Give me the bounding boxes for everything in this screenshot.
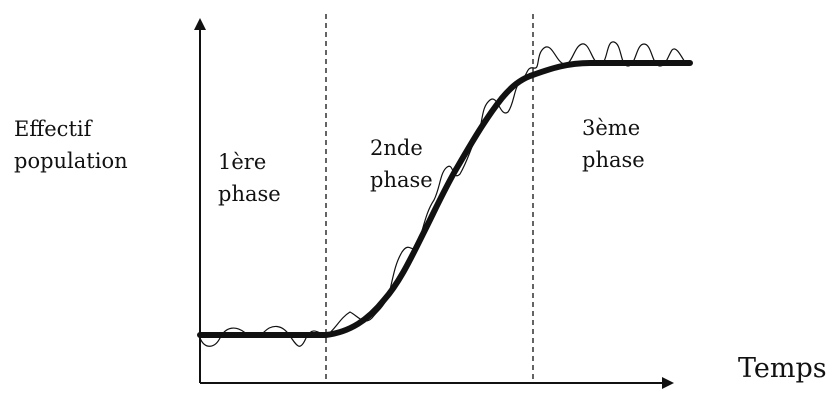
x-axis-label: Temps — [738, 353, 827, 384]
oscillating-population-curve — [199, 41, 687, 347]
phase-3-label-line2: phase — [582, 148, 645, 172]
y-axis-label-line2: population — [14, 149, 128, 173]
phase-1-label-line1: 1ère — [218, 150, 267, 174]
phase-2-label: 2nde phase — [370, 132, 433, 196]
phase-2-label-line2: phase — [370, 168, 433, 192]
phase-2-label-line1: 2nde — [370, 136, 423, 160]
phase-3-label-line1: 3ème — [582, 116, 641, 140]
y-axis-label: Effectif population — [14, 113, 128, 177]
phase-1-label-line2: phase — [218, 182, 281, 206]
y-axis-label-line1: Effectif — [14, 117, 92, 141]
logistic-growth-curve — [197, 60, 693, 338]
phase-3-label: 3ème phase — [582, 112, 645, 176]
phase-1-label: 1ère phase — [218, 146, 281, 210]
